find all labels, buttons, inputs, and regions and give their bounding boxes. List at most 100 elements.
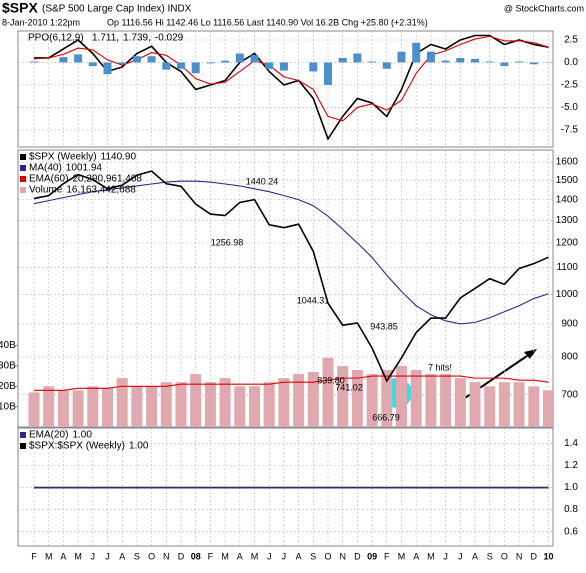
x-tick-label: N (339, 551, 346, 561)
bar (382, 62, 391, 69)
series-line (33, 180, 549, 325)
bar (102, 388, 113, 427)
x-tick-label: A (119, 551, 125, 561)
x-tick-label: A (472, 551, 478, 561)
bar (322, 357, 334, 427)
legend-swatch (20, 432, 26, 438)
x-tick-label: J (91, 551, 96, 561)
y-tick-label: 1300 (556, 215, 579, 226)
bar (175, 382, 187, 427)
y-tick-label: 1600 (556, 157, 579, 168)
bar (456, 57, 465, 63)
legend-value: 1140.90 (101, 152, 137, 163)
legend-value: 1.739, (123, 33, 151, 44)
bar (515, 61, 524, 63)
bar (485, 61, 494, 63)
bar (366, 374, 378, 427)
x-tick-label: M (74, 551, 82, 561)
y-tick-label: 1.0 (564, 482, 578, 493)
bar (441, 60, 450, 63)
bar (500, 62, 509, 67)
bar (293, 374, 305, 427)
y2-tick-label: 20B (0, 381, 16, 392)
bar (160, 382, 172, 427)
bar (204, 382, 216, 427)
annotation: 1440.24 (246, 176, 279, 186)
legend-name: MA(40) (29, 163, 62, 174)
x-tick-label: S (134, 551, 140, 561)
bar (351, 369, 363, 427)
x-tick-label: D (531, 551, 538, 561)
bar (103, 62, 112, 75)
annotation: 943.85 (370, 321, 398, 331)
y2-tick-label: 10B (0, 401, 16, 412)
bar (57, 390, 69, 427)
bar (234, 386, 246, 427)
bar (74, 54, 83, 63)
x-tick-label: J (458, 551, 463, 561)
y-tick-label: 900 (561, 319, 578, 330)
bar (162, 62, 171, 70)
x-tick-label: J (282, 551, 287, 561)
x-tick-label: J (105, 551, 110, 561)
x-tick-label: J (443, 551, 448, 561)
legend-swatch (20, 187, 26, 193)
bar (425, 374, 437, 427)
y-tick-label: 700 (561, 389, 578, 400)
bar (337, 365, 349, 427)
y2-tick-label: 30B (0, 361, 16, 372)
x-tick-label: A (413, 551, 419, 561)
x-tick-label: M (398, 551, 406, 561)
bar (279, 62, 288, 71)
legend-name: $SPX (Weekly) (29, 152, 97, 163)
annotation: 741.02 (335, 382, 363, 392)
y-tick-label: 0.0 (564, 57, 578, 68)
bar (278, 378, 290, 427)
bar (397, 51, 406, 63)
y-tick-label: 1100 (556, 262, 578, 273)
x-tick-label: J (267, 551, 272, 561)
y-tick-label: 1000 (556, 289, 579, 300)
symbol: $SPX (2, 0, 38, 16)
y-tick-label: 2.5 (564, 35, 578, 46)
bar (146, 386, 158, 427)
y-tick-label: 1.4 (564, 438, 578, 449)
y-tick-label: -5.0 (561, 102, 579, 113)
bar (263, 382, 275, 427)
x-tick-label: S (310, 551, 316, 561)
legend-swatch (20, 176, 26, 182)
x-tick-label: D (178, 551, 185, 561)
x-tick-label: M (45, 551, 53, 561)
bar (250, 55, 259, 63)
legend-value: 1001.94 (66, 163, 103, 174)
y-tick-label: 0.8 (564, 504, 578, 515)
bar (440, 374, 452, 427)
series-line (33, 170, 549, 383)
x-tick-label: 08 (191, 551, 201, 561)
legend-swatch (20, 443, 26, 449)
panel-frame (17, 427, 554, 547)
x-tick-label: D (354, 551, 361, 561)
legend-name: EMA(60) (29, 174, 68, 185)
legend-name: EMA(20) (29, 430, 68, 441)
legend-name: $SPX:$SPX (Weekly) (29, 441, 125, 452)
legend-value: 1.711, (92, 33, 119, 44)
bar (471, 58, 479, 63)
bar (59, 57, 68, 63)
bar (72, 390, 84, 427)
bar (87, 386, 99, 427)
bar (132, 56, 141, 63)
x-tick-label: A (237, 551, 243, 561)
series-line (34, 34, 549, 141)
bar (410, 369, 422, 427)
panel-frame (17, 30, 554, 148)
legend-value: 20,290,961,408 (72, 174, 142, 185)
y-tick-label: -7.5 (561, 125, 579, 136)
x-tick-label: O (501, 551, 508, 561)
y-tick-label: 1400 (556, 194, 579, 205)
y-tick-label: 800 (561, 352, 578, 363)
bar (324, 62, 332, 85)
x-tick-label: O (324, 551, 331, 561)
x-tick-label: S (487, 551, 493, 561)
annotation: 666.79 (372, 412, 400, 422)
